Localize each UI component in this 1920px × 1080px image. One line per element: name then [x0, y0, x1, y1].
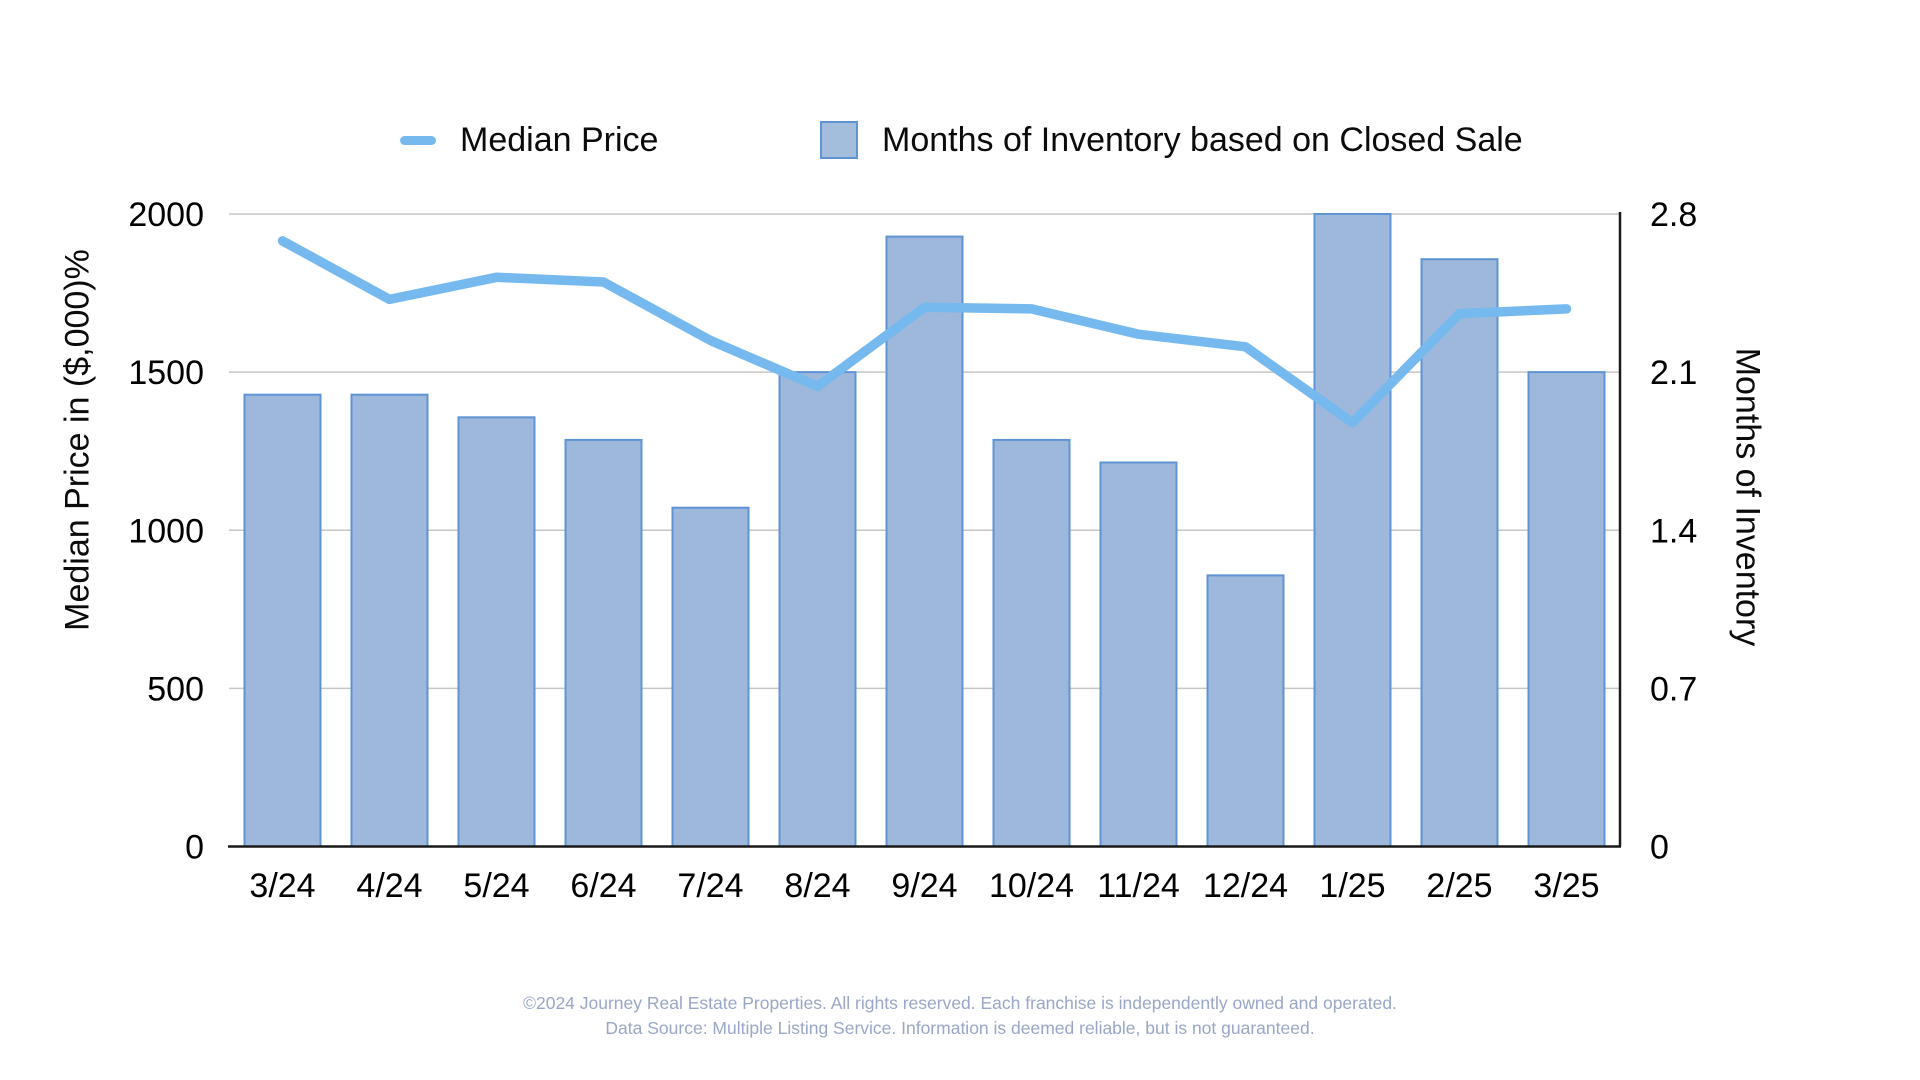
left-axis-tick-0: 0 [185, 829, 204, 867]
inventory-bar-6/24 [564, 438, 643, 848]
right-axis-tick-0: 0 [1650, 829, 1669, 867]
legend-label-months-inventory: Months of Inventory based on Closed Sale [882, 120, 1523, 159]
x-axis-tick-2/25: 2/25 [1426, 867, 1492, 905]
left-axis-tick-1500: 1500 [128, 354, 204, 392]
x-axis-tick-3/24: 3/24 [249, 867, 315, 905]
right-axis-title: Months of Inventory [1728, 347, 1767, 647]
left-axis-tick-2000: 2000 [128, 196, 204, 234]
x-axis-tick-9/24: 9/24 [891, 867, 957, 905]
left-axis-tick-500: 500 [147, 670, 204, 708]
right-axis-tick-0.7: 0.7 [1650, 670, 1697, 708]
inventory-bar-3/25 [1527, 371, 1606, 848]
legend-item-months-inventory: Months of Inventory based on Closed Sale [820, 118, 1523, 162]
x-axis-tick-11/24: 11/24 [1097, 867, 1180, 905]
legend-label-median-price: Median Price [460, 120, 659, 159]
median-price-line [277, 236, 1572, 428]
x-axis-tick-3/25: 3/25 [1533, 867, 1599, 905]
x-axis-tick-10/24: 10/24 [989, 867, 1074, 905]
x-axis-tick-4/24: 4/24 [356, 867, 422, 905]
inventory-bar-8/24 [778, 371, 857, 848]
right-axis-tick-1.4: 1.4 [1650, 512, 1697, 550]
months-inventory-bar-swatch [820, 121, 858, 159]
inventory-bar-11/24 [1099, 461, 1178, 848]
chart-footer: ©2024 Journey Real Estate Properties. Al… [0, 991, 1920, 1040]
median-price-line-swatch [400, 135, 436, 145]
right-axis-tick-2.8: 2.8 [1650, 196, 1697, 234]
x-axis-tick-7/24: 7/24 [677, 867, 743, 905]
inventory-bar-5/24 [457, 416, 536, 848]
inventory-bar-12/24 [1206, 574, 1285, 848]
x-axis-tick-8/24: 8/24 [784, 867, 850, 905]
inventory-bar-7/24 [671, 506, 750, 848]
legend-item-median-price: Median Price [400, 118, 658, 162]
x-axis-tick-6/24: 6/24 [570, 867, 636, 905]
x-axis-tick-1/25: 1/25 [1319, 867, 1385, 905]
inventory-bar-10/24 [992, 438, 1071, 848]
left-axis-tick-1000: 1000 [128, 512, 204, 550]
footer-copyright: ©2024 Journey Real Estate Properties. Al… [523, 993, 1397, 1013]
right-axis-tick-2.1: 2.1 [1650, 354, 1697, 392]
inventory-bar-3/24 [243, 393, 322, 848]
inventory-bar-1/25 [1313, 213, 1392, 848]
x-axis-tick-12/24: 12/24 [1203, 867, 1288, 905]
x-axis-tick-5/24: 5/24 [463, 867, 529, 905]
left-axis-title: Median Price in ($,000)% [58, 249, 97, 631]
inventory-bar-4/24 [350, 393, 429, 848]
footer-data-source: Data Source: Multiple Listing Service. I… [605, 1017, 1315, 1038]
inventory-bar-9/24 [885, 235, 964, 848]
